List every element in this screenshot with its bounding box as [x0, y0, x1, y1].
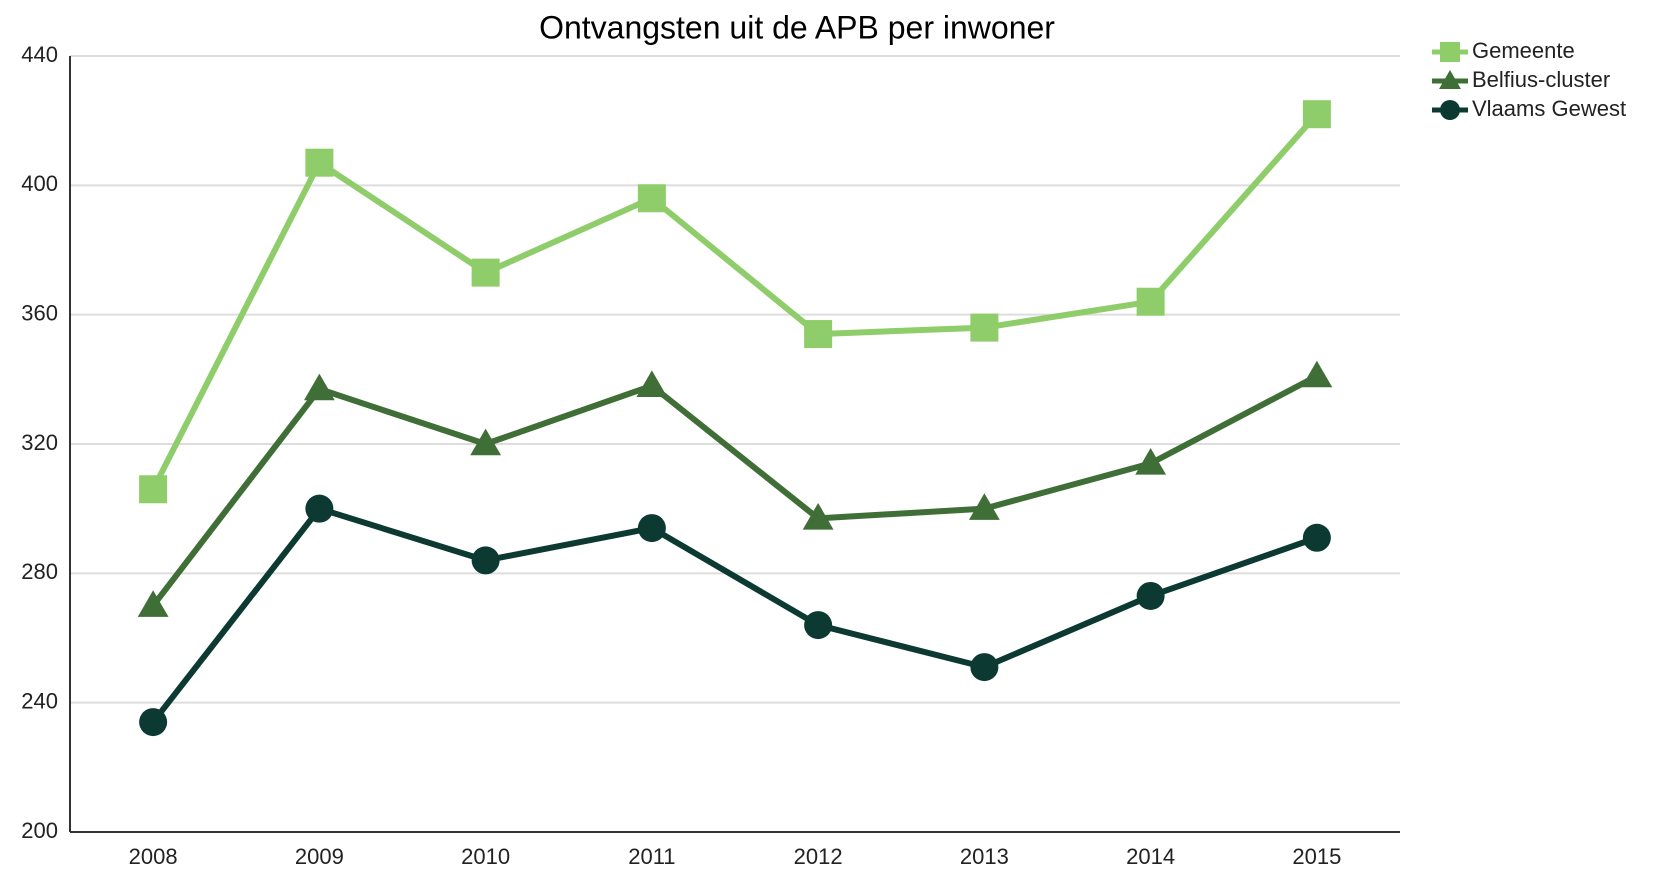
point-marker	[970, 653, 999, 682]
x-tick-label: 2009	[295, 844, 344, 869]
point-marker	[1136, 581, 1165, 610]
point-marker	[305, 494, 334, 523]
point-marker	[139, 475, 168, 504]
y-tick-label: 280	[21, 559, 58, 584]
series-line	[150, 373, 1319, 608]
point-marker	[802, 502, 834, 530]
point-marker	[1301, 360, 1333, 388]
point-marker	[804, 320, 833, 349]
x-tick-label: 2014	[1126, 844, 1175, 869]
legend-marker	[1439, 70, 1461, 89]
point-marker	[1302, 523, 1331, 552]
x-tick-label: 2008	[129, 844, 178, 869]
point-marker	[137, 590, 169, 617]
y-tick-label: 240	[21, 688, 58, 713]
y-tick-label: 200	[21, 818, 58, 843]
x-tick-label: 2012	[794, 844, 843, 869]
point-marker	[804, 611, 833, 640]
point-marker	[1136, 287, 1165, 316]
point-marker	[637, 514, 666, 543]
point-marker	[968, 493, 1000, 520]
x-tick-label: 2010	[461, 844, 510, 869]
legend-marker	[1440, 100, 1460, 120]
x-tick-label: 2011	[628, 844, 675, 869]
point-marker	[305, 148, 334, 177]
point-marker	[1302, 100, 1331, 129]
y-tick-label: 320	[21, 430, 58, 455]
point-marker	[471, 258, 500, 287]
point-marker	[637, 184, 666, 213]
chart-title: Ontvangsten uit de APB per inwoner	[539, 9, 1055, 45]
point-marker	[303, 373, 335, 401]
series-line	[150, 505, 1318, 724]
legend-label: Vlaams Gewest	[1472, 96, 1626, 121]
legend-label: Gemeente	[1472, 38, 1575, 63]
point-marker	[970, 313, 999, 342]
legend-marker	[1440, 42, 1460, 62]
point-marker	[471, 546, 500, 575]
point-marker	[636, 370, 668, 397]
point-marker	[1135, 448, 1167, 475]
point-marker	[139, 708, 168, 737]
x-tick-label: 2015	[1292, 844, 1341, 869]
x-tick-label: 2013	[960, 844, 1009, 869]
y-tick-label: 360	[21, 300, 58, 325]
y-tick-label: 400	[21, 171, 58, 196]
series-line	[150, 112, 1320, 491]
legend-label: Belfius-cluster	[1472, 67, 1610, 92]
point-marker	[470, 428, 502, 456]
y-tick-label: 440	[21, 42, 58, 67]
